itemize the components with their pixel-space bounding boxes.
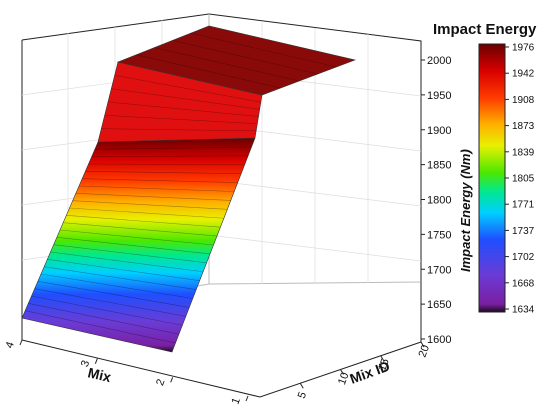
surface-contour-line [50, 251, 204, 273]
surface-contour-line [59, 229, 214, 246]
surface-contour-line [85, 171, 242, 174]
z-tick-label: 1600 [427, 334, 451, 346]
surface-contour-lines [25, 32, 337, 344]
surface-contour-line [44, 266, 197, 290]
surface-contour-line [40, 273, 193, 299]
y-tick-label: 20 [417, 343, 432, 359]
z-tick-label: 1650 [427, 299, 451, 311]
surface-contour-line [37, 281, 190, 308]
x-axis-title: Mix [86, 364, 113, 385]
x-tick-label: 3 [79, 359, 92, 369]
surface [21, 25, 357, 353]
colorbar-tick-label: 1668 [512, 278, 535, 289]
colorbar-tick-label: 1976 [512, 43, 535, 54]
x-tick-label: 4 [4, 340, 17, 350]
y-axis-ticks: 5 10 15 20 [296, 341, 432, 400]
colorbar-ticks: 1976 1942 1908 1873 1839 1805 1771 1737 1702 1668… [505, 43, 535, 316]
surface-contour-line [72, 200, 228, 210]
z-axis-ticks: 1600 1650 1700 1750 1800 1850 1900 1950 2000 [421, 55, 451, 346]
colorbar-tick-label: 1908 [512, 95, 535, 106]
colorbar-tick-label: 1839 [512, 147, 535, 158]
surface-contour-line [190, 32, 337, 68]
x-tick-label: 2 [154, 377, 167, 387]
surface-contour-line [63, 222, 217, 237]
y-axis-title: Mix ID [348, 358, 392, 387]
colorbar [478, 43, 506, 313]
surface-contour-line [25, 310, 176, 344]
surface-contour-line [154, 47, 300, 82]
surface-contour-line [82, 178, 238, 183]
surface-contour-line [91, 155, 249, 157]
colorbar-tick-label: 1942 [512, 69, 535, 80]
y-tick-label: 15 [376, 357, 391, 373]
y-tick-mark [299, 382, 304, 389]
surface-plateau-face [116, 25, 357, 96]
surface-contour-line [53, 244, 207, 264]
surface-contour-line [88, 163, 245, 166]
colorbar-tick-label: 1634 [512, 305, 535, 316]
surface-contour-line [172, 40, 318, 75]
z-tick-label: 1750 [427, 229, 451, 241]
y-tick-mark [340, 369, 344, 375]
surface-contour-line [66, 215, 221, 228]
x-tick-label: 1 [230, 396, 243, 406]
surface-contour-line [114, 75, 261, 103]
colorbar-tick-label: 1771 [512, 200, 535, 211]
surface-contour-line [101, 128, 257, 132]
surface-contour-line [104, 115, 258, 124]
x-tick-mark [245, 395, 249, 402]
surface-contour-line [56, 237, 211, 255]
z-tick-label: 1800 [427, 195, 451, 207]
surface-contour-line [34, 288, 186, 317]
surface-contour-line [31, 295, 183, 326]
x-axis-ticks: 4 3 2 1 [4, 339, 249, 406]
y-tick-label: 5 [296, 390, 309, 400]
z-tick-label: 1850 [427, 160, 451, 172]
x-tick-mark [19, 339, 23, 346]
y-tick-mark [380, 355, 385, 362]
x-tick-mark [170, 377, 174, 383]
colorbar-title: Impact Energy [433, 21, 537, 38]
x-tick-mark [94, 358, 98, 364]
surface-contour-line [94, 146, 252, 150]
y-tick-label: 10 [336, 371, 351, 387]
surface-contour-line [75, 193, 231, 201]
surface-contour-line [111, 88, 260, 110]
z-tick-label: 1950 [427, 90, 451, 102]
colorbar-tick-label: 1702 [512, 252, 535, 263]
colorbar-tick-label: 1805 [512, 174, 535, 185]
surface-contour-line [28, 303, 179, 335]
surface-contour-line [136, 54, 281, 89]
z-axis-title: Impact Energy (Nm) [458, 149, 473, 272]
colorbar-tick-label: 1737 [512, 226, 535, 237]
z-tick-label: 1900 [427, 125, 451, 137]
y-tick-mark [420, 341, 425, 348]
surface-contour-line [78, 185, 235, 192]
surface-contour-line [69, 207, 224, 219]
surface-contour-line [47, 259, 200, 281]
z-tick-label: 2000 [427, 55, 451, 67]
z-tick-label: 1700 [427, 264, 451, 276]
colorbar-tick-label: 1873 [512, 121, 535, 132]
surface-contour-line [107, 101, 259, 117]
